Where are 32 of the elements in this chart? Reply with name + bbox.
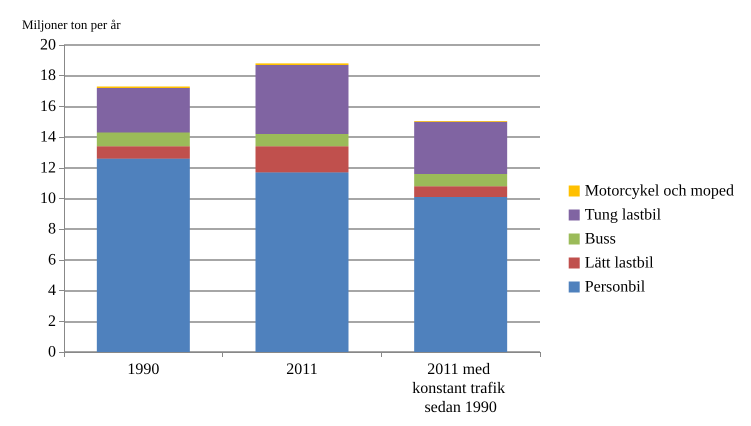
legend-label: Buss	[584, 230, 616, 248]
y-tick-label: 8	[48, 220, 56, 238]
bar	[414, 174, 508, 186]
bar	[256, 172, 348, 352]
bar	[414, 186, 508, 197]
bar	[256, 134, 348, 146]
y-tick-label: 0	[48, 344, 56, 360]
y-tick-label: 2	[48, 312, 56, 330]
bar	[414, 196, 508, 352]
legend-label: Personbil	[584, 278, 646, 296]
x-tick-label: 1990	[127, 361, 160, 378]
bar	[414, 122, 508, 174]
bar	[256, 64, 348, 134]
y-tick-label: 4	[48, 282, 56, 300]
legend-label: Motorcykel och moped	[584, 182, 734, 200]
y-tick-label: 6	[48, 251, 56, 268]
bar	[96, 158, 190, 352]
bar	[96, 88, 190, 132]
y-axis-title: Miljoner ton per år	[22, 17, 122, 32]
bar	[256, 146, 348, 172]
y-tick-label: 20	[40, 36, 56, 54]
x-tick-label: 2011 med konstant trafik sedan 1990	[412, 361, 510, 416]
bar	[96, 132, 190, 146]
y-tick-label: 12	[40, 159, 56, 176]
legend-label: Tung lastbil	[584, 206, 662, 224]
bar	[96, 146, 190, 159]
y-tick-label: 18	[40, 67, 56, 84]
x-tick-label: 2011	[286, 361, 318, 378]
y-tick-label: 16	[40, 98, 56, 115]
y-tick-label: 14	[40, 128, 56, 146]
legend-label: Lätt lastbil	[584, 254, 654, 272]
y-tick-label: 10	[40, 190, 56, 207]
